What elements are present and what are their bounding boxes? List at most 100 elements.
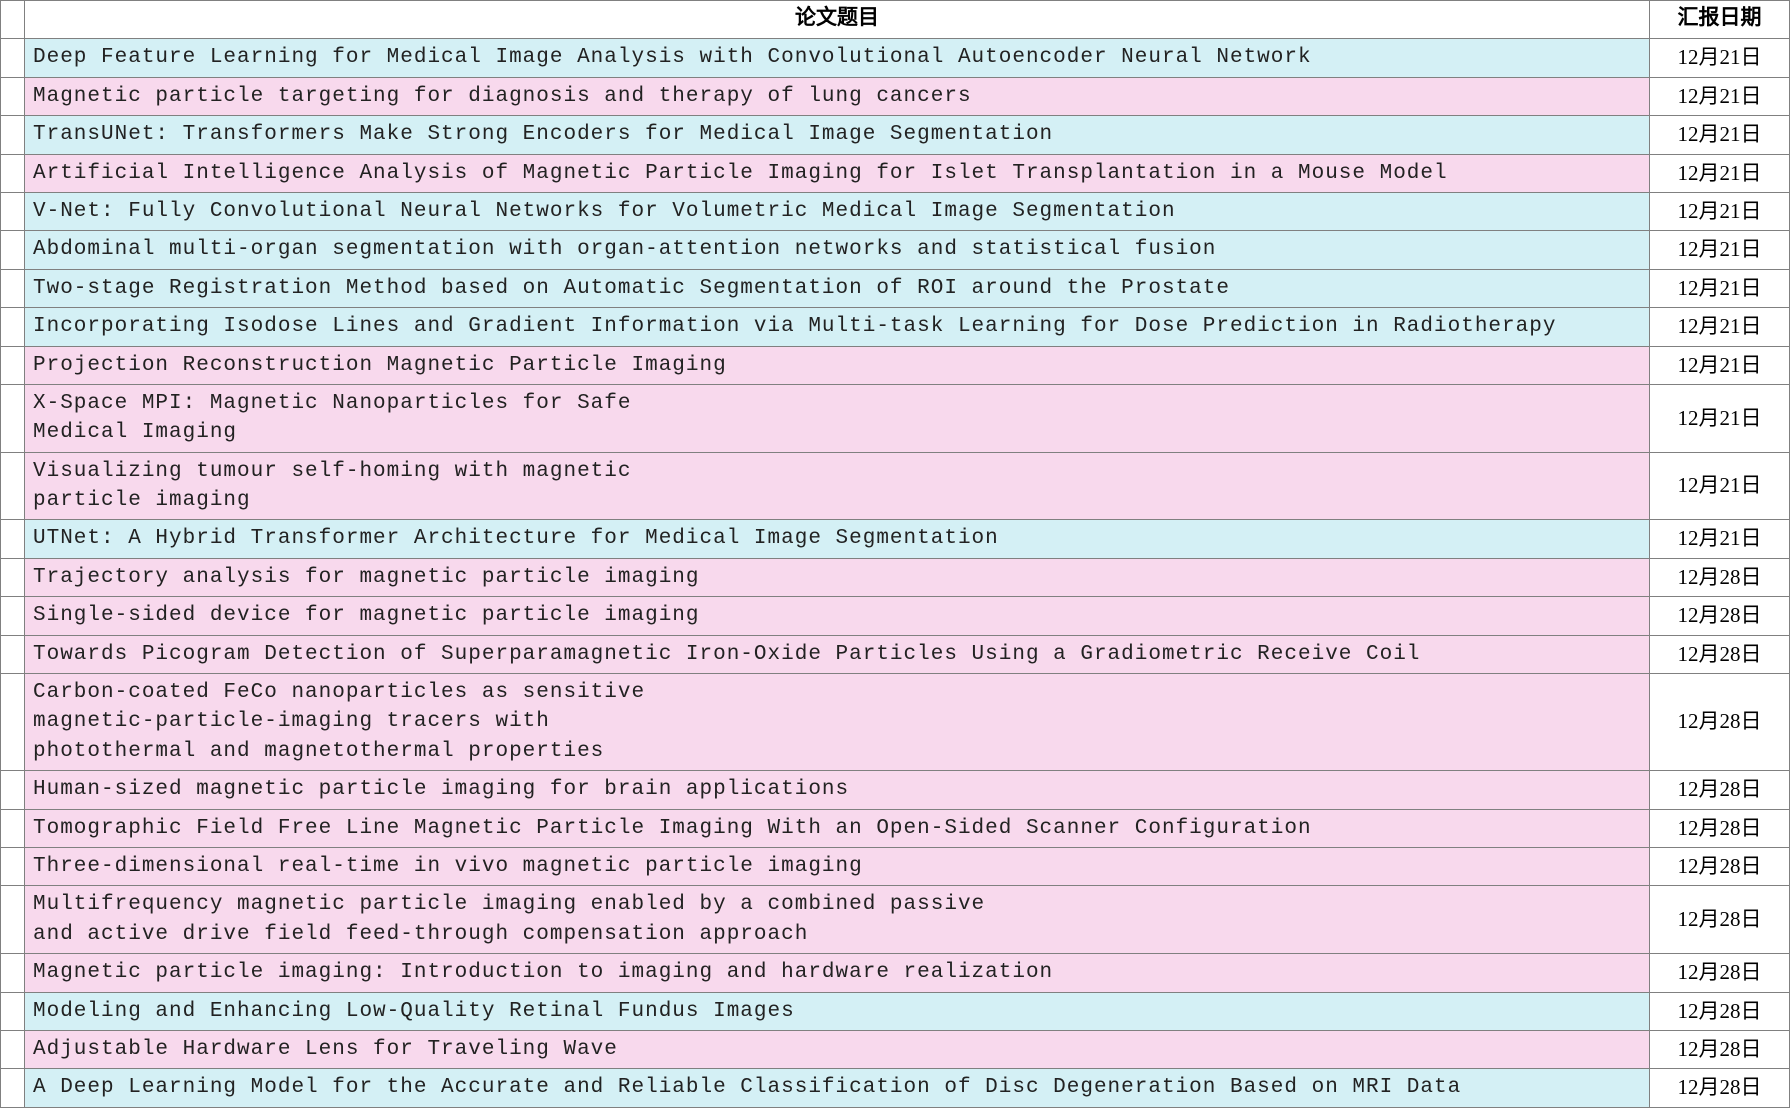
table-row: UTNet: A Hybrid Transformer Architecture… (1, 520, 1790, 558)
table-row: Artificial Intelligence Analysis of Magn… (1, 154, 1790, 192)
paper-title-cell: Human-sized magnetic particle imaging fo… (25, 771, 1650, 809)
table-row: Adjustable Hardware Lens for Traveling W… (1, 1030, 1790, 1068)
report-date-cell: 12月21日 (1650, 384, 1790, 452)
row-number-cell (1, 269, 25, 307)
header-blank (1, 1, 25, 39)
report-date-cell: 12月21日 (1650, 231, 1790, 269)
report-date-cell: 12月28日 (1650, 674, 1790, 771)
paper-title-cell: V-Net: Fully Convolutional Neural Networ… (25, 192, 1650, 230)
report-date-cell: 12月28日 (1650, 847, 1790, 885)
table-row: Single-sided device for magnetic particl… (1, 597, 1790, 635)
row-number-cell (1, 635, 25, 673)
row-number-cell (1, 809, 25, 847)
report-date-cell: 12月21日 (1650, 346, 1790, 384)
report-date-cell: 12月28日 (1650, 809, 1790, 847)
paper-title-cell: A Deep Learning Model for the Accurate a… (25, 1069, 1650, 1107)
row-number-cell (1, 308, 25, 346)
table-row: X-Space MPI: Magnetic Nanoparticles for … (1, 384, 1790, 452)
header-title: 论文题目 (25, 1, 1650, 39)
paper-title-cell: Single-sided device for magnetic particl… (25, 597, 1650, 635)
row-number-cell (1, 771, 25, 809)
table-row: Abdominal multi-organ segmentation with … (1, 231, 1790, 269)
paper-title-cell: Artificial Intelligence Analysis of Magn… (25, 154, 1650, 192)
row-number-cell (1, 452, 25, 520)
row-number-cell (1, 192, 25, 230)
row-number-cell (1, 954, 25, 992)
table-row: Incorporating Isodose Lines and Gradient… (1, 308, 1790, 346)
table-row: Human-sized magnetic particle imaging fo… (1, 771, 1790, 809)
row-number-cell (1, 116, 25, 154)
table-row: Projection Reconstruction Magnetic Parti… (1, 346, 1790, 384)
report-date-cell: 12月28日 (1650, 954, 1790, 992)
papers-table: 论文题目 汇报日期 Deep Feature Learning for Medi… (0, 0, 1790, 1108)
row-number-cell (1, 674, 25, 771)
report-date-cell: 12月28日 (1650, 992, 1790, 1030)
table-row: TransUNet: Transformers Make Strong Enco… (1, 116, 1790, 154)
row-number-cell (1, 154, 25, 192)
report-date-cell: 12月21日 (1650, 192, 1790, 230)
report-date-cell: 12月21日 (1650, 308, 1790, 346)
table-header-row: 论文题目 汇报日期 (1, 1, 1790, 39)
row-number-cell (1, 39, 25, 77)
paper-title-cell: Projection Reconstruction Magnetic Parti… (25, 346, 1650, 384)
paper-title-cell: Deep Feature Learning for Medical Image … (25, 39, 1650, 77)
row-number-cell (1, 597, 25, 635)
row-number-cell (1, 520, 25, 558)
table-row: Trajectory analysis for magnetic particl… (1, 558, 1790, 596)
paper-title-cell: Multifrequency magnetic particle imaging… (25, 886, 1650, 954)
header-date: 汇报日期 (1650, 1, 1790, 39)
report-date-cell: 12月28日 (1650, 597, 1790, 635)
row-number-cell (1, 886, 25, 954)
report-date-cell: 12月21日 (1650, 154, 1790, 192)
paper-title-cell: Adjustable Hardware Lens for Traveling W… (25, 1030, 1650, 1068)
report-date-cell: 12月28日 (1650, 1069, 1790, 1107)
row-number-cell (1, 1069, 25, 1107)
table-row: Magnetic particle imaging: Introduction … (1, 954, 1790, 992)
report-date-cell: 12月21日 (1650, 39, 1790, 77)
table-row: Towards Picogram Detection of Superparam… (1, 635, 1790, 673)
paper-title-cell: Three-dimensional real-time in vivo magn… (25, 847, 1650, 885)
report-date-cell: 12月21日 (1650, 452, 1790, 520)
row-number-cell (1, 847, 25, 885)
paper-title-cell: Magnetic particle targeting for diagnosi… (25, 77, 1650, 115)
row-number-cell (1, 77, 25, 115)
paper-title-cell: UTNet: A Hybrid Transformer Architecture… (25, 520, 1650, 558)
report-date-cell: 12月21日 (1650, 116, 1790, 154)
table-row: Modeling and Enhancing Low-Quality Retin… (1, 992, 1790, 1030)
table-row: Three-dimensional real-time in vivo magn… (1, 847, 1790, 885)
paper-title-cell: Incorporating Isodose Lines and Gradient… (25, 308, 1650, 346)
report-date-cell: 12月28日 (1650, 558, 1790, 596)
table-row: A Deep Learning Model for the Accurate a… (1, 1069, 1790, 1107)
paper-title-cell: Modeling and Enhancing Low-Quality Retin… (25, 992, 1650, 1030)
row-number-cell (1, 992, 25, 1030)
report-date-cell: 12月28日 (1650, 886, 1790, 954)
paper-title-cell: Two-stage Registration Method based on A… (25, 269, 1650, 307)
paper-title-cell: Trajectory analysis for magnetic particl… (25, 558, 1650, 596)
paper-title-cell: Visualizing tumour self-homing with magn… (25, 452, 1650, 520)
paper-title-cell: Carbon-coated FeCo nanoparticles as sens… (25, 674, 1650, 771)
paper-title-cell: Tomographic Field Free Line Magnetic Par… (25, 809, 1650, 847)
table-row: Carbon-coated FeCo nanoparticles as sens… (1, 674, 1790, 771)
row-number-cell (1, 1030, 25, 1068)
row-number-cell (1, 231, 25, 269)
paper-title-cell: TransUNet: Transformers Make Strong Enco… (25, 116, 1650, 154)
table-row: Tomographic Field Free Line Magnetic Par… (1, 809, 1790, 847)
table-row: V-Net: Fully Convolutional Neural Networ… (1, 192, 1790, 230)
table-row: Visualizing tumour self-homing with magn… (1, 452, 1790, 520)
paper-title-cell: Magnetic particle imaging: Introduction … (25, 954, 1650, 992)
table-row: Multifrequency magnetic particle imaging… (1, 886, 1790, 954)
report-date-cell: 12月21日 (1650, 269, 1790, 307)
paper-title-cell: Towards Picogram Detection of Superparam… (25, 635, 1650, 673)
table-row: Two-stage Registration Method based on A… (1, 269, 1790, 307)
table-row: Magnetic particle targeting for diagnosi… (1, 77, 1790, 115)
table-row: Deep Feature Learning for Medical Image … (1, 39, 1790, 77)
report-date-cell: 12月21日 (1650, 520, 1790, 558)
row-number-cell (1, 558, 25, 596)
report-date-cell: 12月28日 (1650, 635, 1790, 673)
report-date-cell: 12月21日 (1650, 77, 1790, 115)
report-date-cell: 12月28日 (1650, 1030, 1790, 1068)
paper-title-cell: Abdominal multi-organ segmentation with … (25, 231, 1650, 269)
report-date-cell: 12月28日 (1650, 771, 1790, 809)
paper-title-cell: X-Space MPI: Magnetic Nanoparticles for … (25, 384, 1650, 452)
row-number-cell (1, 346, 25, 384)
